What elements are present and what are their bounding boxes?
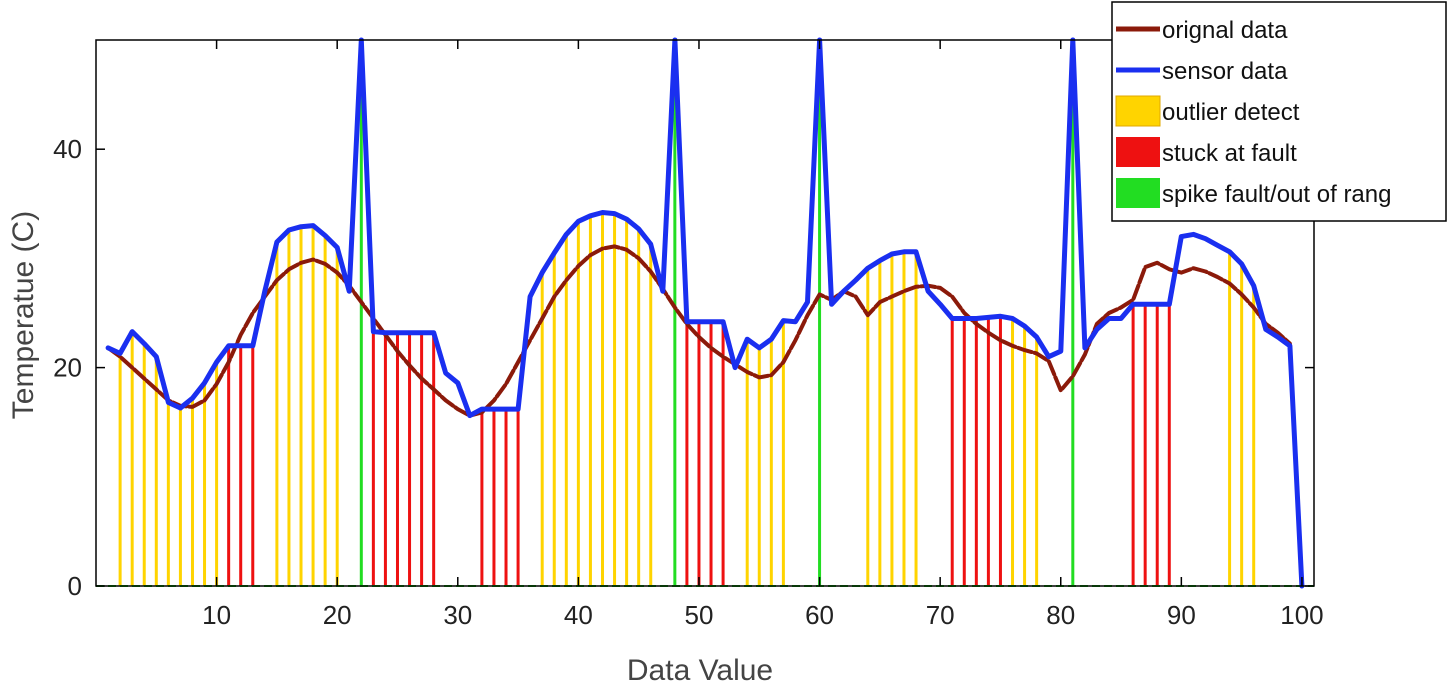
sensor-data-line xyxy=(105,37,1305,589)
x-tick-label: 50 xyxy=(685,600,714,630)
x-tick-label: 90 xyxy=(1167,600,1196,630)
y-tick-label: 20 xyxy=(53,353,82,383)
x-tick-label: 20 xyxy=(323,600,352,630)
legend-swatch-spike xyxy=(1116,178,1160,208)
y-axis-title: Temperatue (C) xyxy=(7,211,40,419)
x-axis-title: Data Value xyxy=(627,654,773,687)
x-tick-label: 10 xyxy=(202,600,231,630)
legend-label-sensor: sensor data xyxy=(1162,58,1288,85)
legend-label-outlier: outlier detect xyxy=(1162,99,1300,126)
plot-frame xyxy=(95,39,1315,587)
y-tick-label: 0 xyxy=(68,571,82,601)
x-tick-label: 60 xyxy=(805,600,834,630)
x-tick-label: 70 xyxy=(926,600,955,630)
legend: orignal data sensor data outlier detect stu… xyxy=(1111,1,1447,222)
y-tick-label: 40 xyxy=(53,134,82,164)
x-tick-label: 100 xyxy=(1280,600,1323,630)
x-tick-label: 30 xyxy=(443,600,472,630)
x-tick-label: 80 xyxy=(1046,600,1075,630)
legend-swatch-outlier xyxy=(1115,95,1161,127)
original-data-line xyxy=(106,244,1304,586)
legend-label-stuck: stuck at fault xyxy=(1162,140,1297,167)
legend-label-spike: spike fault/out of rang xyxy=(1162,181,1391,208)
x-tick-label: 40 xyxy=(564,600,593,630)
legend-label-original: orignal data xyxy=(1162,17,1288,44)
legend-box xyxy=(1111,1,1447,222)
legend-swatch-stuck xyxy=(1116,137,1160,167)
fault-bars xyxy=(118,40,1256,586)
